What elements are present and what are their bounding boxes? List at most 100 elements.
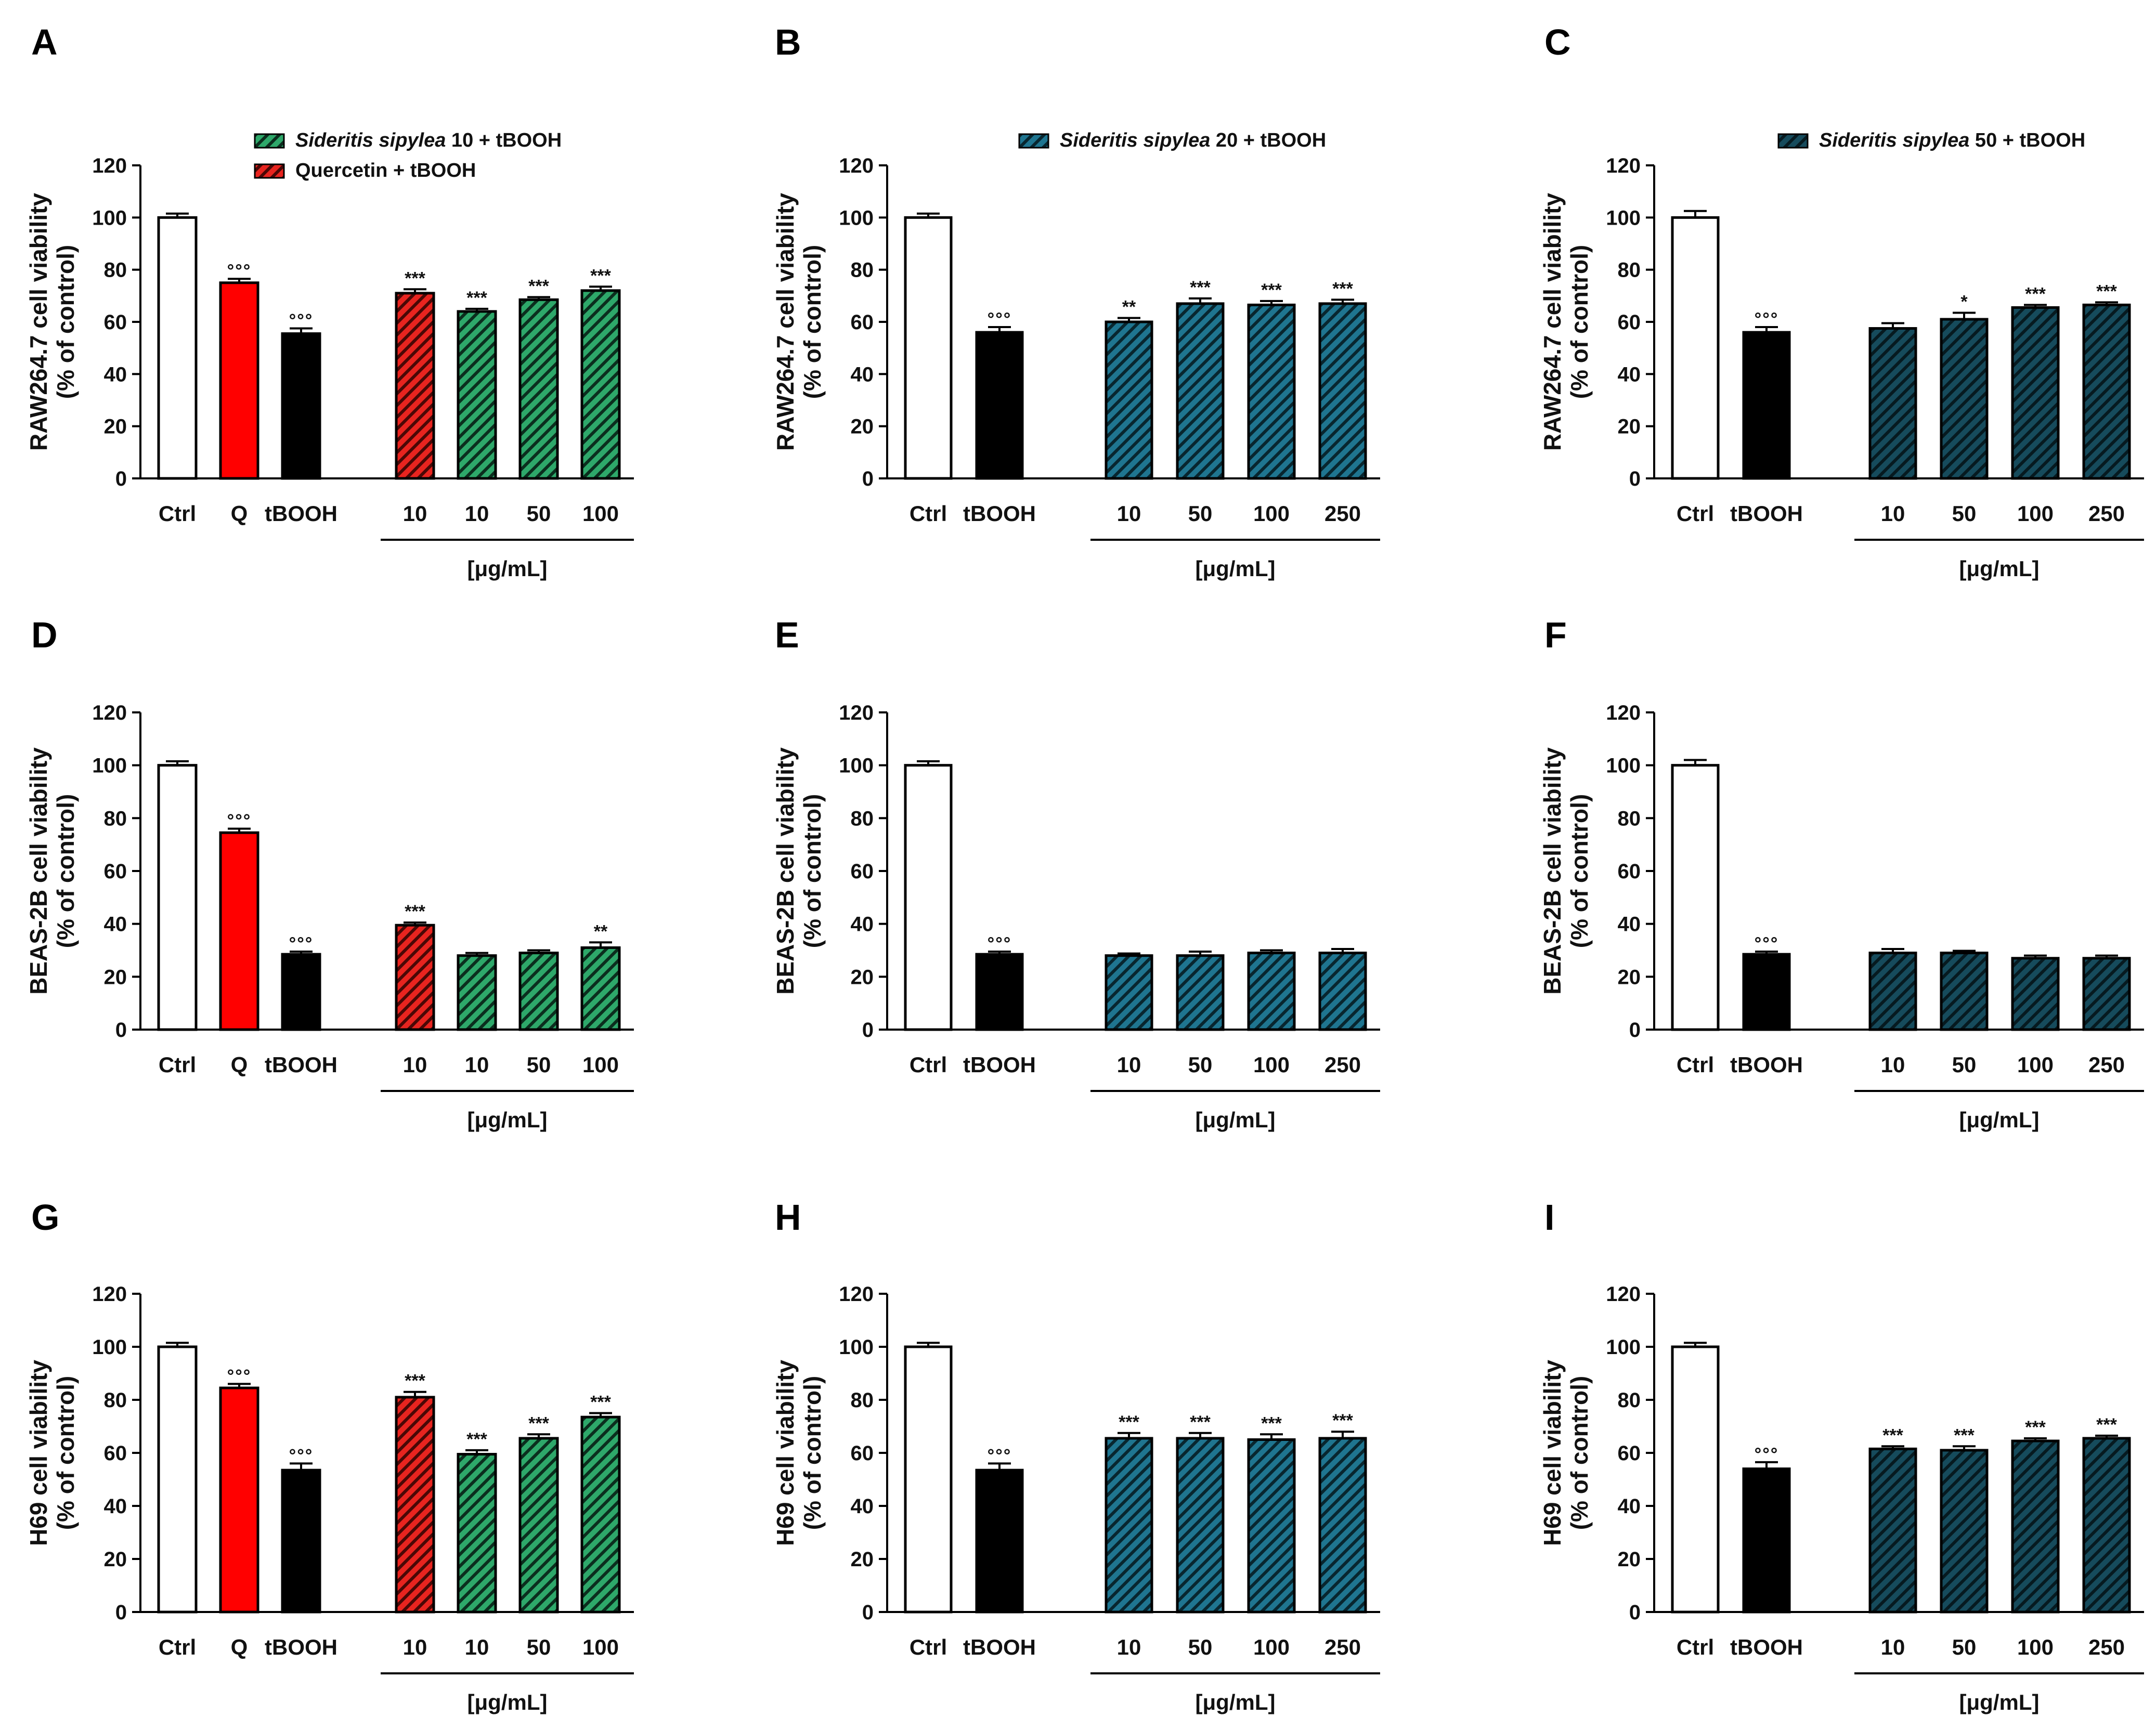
panel-i: I 0 20 40 60 80 100 120 H69 cell viability (% of …: [1539, 1197, 2144, 1714]
y-axis-label: RAW264.7 cell viability: [25, 193, 52, 451]
y-axis-label-units: (% of control): [52, 794, 79, 948]
x-category-label: 50: [527, 501, 551, 526]
y-tick-label: 100: [839, 755, 874, 777]
significance-marker: ***: [2025, 284, 2046, 304]
y-tick-label: 40: [1618, 1495, 1641, 1518]
bar-extract50: [1940, 318, 1989, 480]
bar-extract50: [2011, 957, 2060, 1031]
bar-ctrl: [1671, 216, 1720, 480]
significance-marker: ***: [2096, 281, 2117, 301]
y-tick-label: 40: [851, 363, 874, 386]
bar-extract50: [2082, 303, 2131, 480]
panel-letter: H: [775, 1197, 801, 1238]
y-tick-label: 0: [862, 1019, 874, 1042]
bar-quercetin: [219, 1386, 259, 1614]
bar-tbooh: [281, 1468, 321, 1614]
y-tick-label: 100: [1606, 1336, 1641, 1359]
bar-extract20: [1247, 1438, 1296, 1614]
y-tick-label: 60: [1618, 311, 1641, 334]
significance-marker: ***: [405, 1371, 425, 1391]
bar-extract50: [2011, 1439, 2060, 1614]
y-tick-label: 20: [851, 1548, 874, 1571]
x-category-label: 10: [403, 1052, 427, 1077]
y-tick-label: 40: [851, 913, 874, 936]
x-category-label: Ctrl: [1677, 501, 1714, 526]
significance-marker: **: [1122, 297, 1136, 317]
y-tick-label: 100: [839, 1336, 874, 1359]
y-tick-label: 20: [104, 1548, 127, 1571]
x-category-label: Q: [231, 1052, 248, 1077]
bar-ctrl: [157, 216, 198, 480]
x-category-label: 10: [403, 501, 427, 526]
bar-tbooh: [1742, 953, 1791, 1031]
x-unit-label: [μg/mL]: [1959, 556, 2040, 581]
panel-e: E 0 20 40 60 80 100 120 BEAS-2B cell viability (%…: [772, 615, 1380, 1132]
y-tick-label: 100: [1606, 755, 1641, 777]
significance-marker: ***: [2025, 1418, 2046, 1437]
bar-extract20: [1105, 320, 1153, 480]
x-category-label: 10: [1881, 1635, 1905, 1659]
x-category-label: Ctrl: [159, 1052, 196, 1077]
x-category-label: 250: [1324, 501, 1361, 526]
y-tick-label: 60: [851, 860, 874, 883]
significance-marker: °°°: [988, 934, 1012, 954]
significance-marker: °°°: [227, 811, 252, 831]
y-tick-label: 40: [104, 363, 127, 386]
panel-letter: I: [1544, 1197, 1554, 1238]
y-axis-label: H69 cell viability: [1539, 1360, 1566, 1546]
y-tick-label: 100: [92, 755, 127, 777]
bar-extract10: [457, 310, 497, 480]
significance-marker: ***: [528, 276, 549, 296]
legend-entry: Sideritis sipylea 20 + tBOOH: [1060, 129, 1326, 151]
x-category-label: Ctrl: [1677, 1635, 1714, 1659]
x-category-label: 100: [582, 1052, 619, 1077]
significance-marker: °°°: [988, 309, 1012, 329]
y-tick-label: 80: [851, 807, 874, 830]
significance-marker: ***: [1261, 280, 1282, 300]
y-axis-label-units: (% of control): [799, 245, 826, 399]
y-axis-label: BEAS-2B cell viability: [25, 747, 52, 995]
y-tick-label: 100: [839, 206, 874, 229]
significance-marker: ***: [1332, 1411, 1353, 1431]
x-unit-label: [μg/mL]: [1959, 1108, 2040, 1132]
x-category-label: 50: [527, 1052, 551, 1077]
x-category-label: 10: [465, 501, 489, 526]
bar-tbooh: [975, 1468, 1024, 1614]
y-tick-label: 0: [862, 467, 874, 490]
y-tick-label: 40: [851, 1495, 874, 1518]
y-tick-label: 0: [1629, 467, 1641, 490]
x-category-label: tBOOH: [265, 1635, 337, 1659]
x-category-label: 100: [2017, 1635, 2054, 1659]
legend-entry: Quercetin + tBOOH: [295, 160, 476, 181]
bar-extract20: [1176, 1437, 1225, 1614]
y-tick-label: 100: [1606, 206, 1641, 229]
y-tick-label: 120: [92, 1283, 127, 1306]
x-category-label: 10: [465, 1052, 489, 1077]
panel-letter: G: [31, 1197, 59, 1238]
x-category-label: 10: [1117, 1635, 1141, 1659]
x-category-label: 10: [1881, 1052, 1905, 1077]
y-axis-label: BEAS-2B cell viability: [1539, 747, 1566, 995]
significance-marker: ***: [1119, 1412, 1139, 1432]
y-tick-label: 40: [104, 1495, 127, 1518]
significance-marker: **: [594, 921, 608, 941]
bar-tbooh: [1742, 331, 1791, 480]
panel-c: C 0 20 40 60 80 100 120 RAW264.7 cell viability(…: [1539, 22, 2144, 581]
y-axis-label-units: (% of control): [52, 1376, 79, 1530]
bar-extract10: [518, 952, 559, 1031]
x-category-label: 50: [1952, 1052, 1977, 1077]
y-axis-label-units: (% of control): [1566, 794, 1593, 948]
bar-extract20: [1318, 952, 1367, 1031]
legend-swatch: [254, 133, 285, 149]
y-tick-label: 80: [1618, 807, 1641, 830]
significance-marker: ***: [1261, 1413, 1282, 1433]
y-tick-label: 80: [104, 259, 127, 282]
y-tick-label: 40: [104, 913, 127, 936]
x-category-label: Ctrl: [159, 501, 196, 526]
x-category-label: Ctrl: [910, 1635, 947, 1659]
panel-letter: F: [1544, 615, 1567, 655]
panel-letter: D: [31, 615, 58, 655]
y-tick-label: 60: [104, 860, 127, 883]
bar-ctrl: [157, 764, 198, 1031]
x-category-label: 50: [1188, 1052, 1213, 1077]
